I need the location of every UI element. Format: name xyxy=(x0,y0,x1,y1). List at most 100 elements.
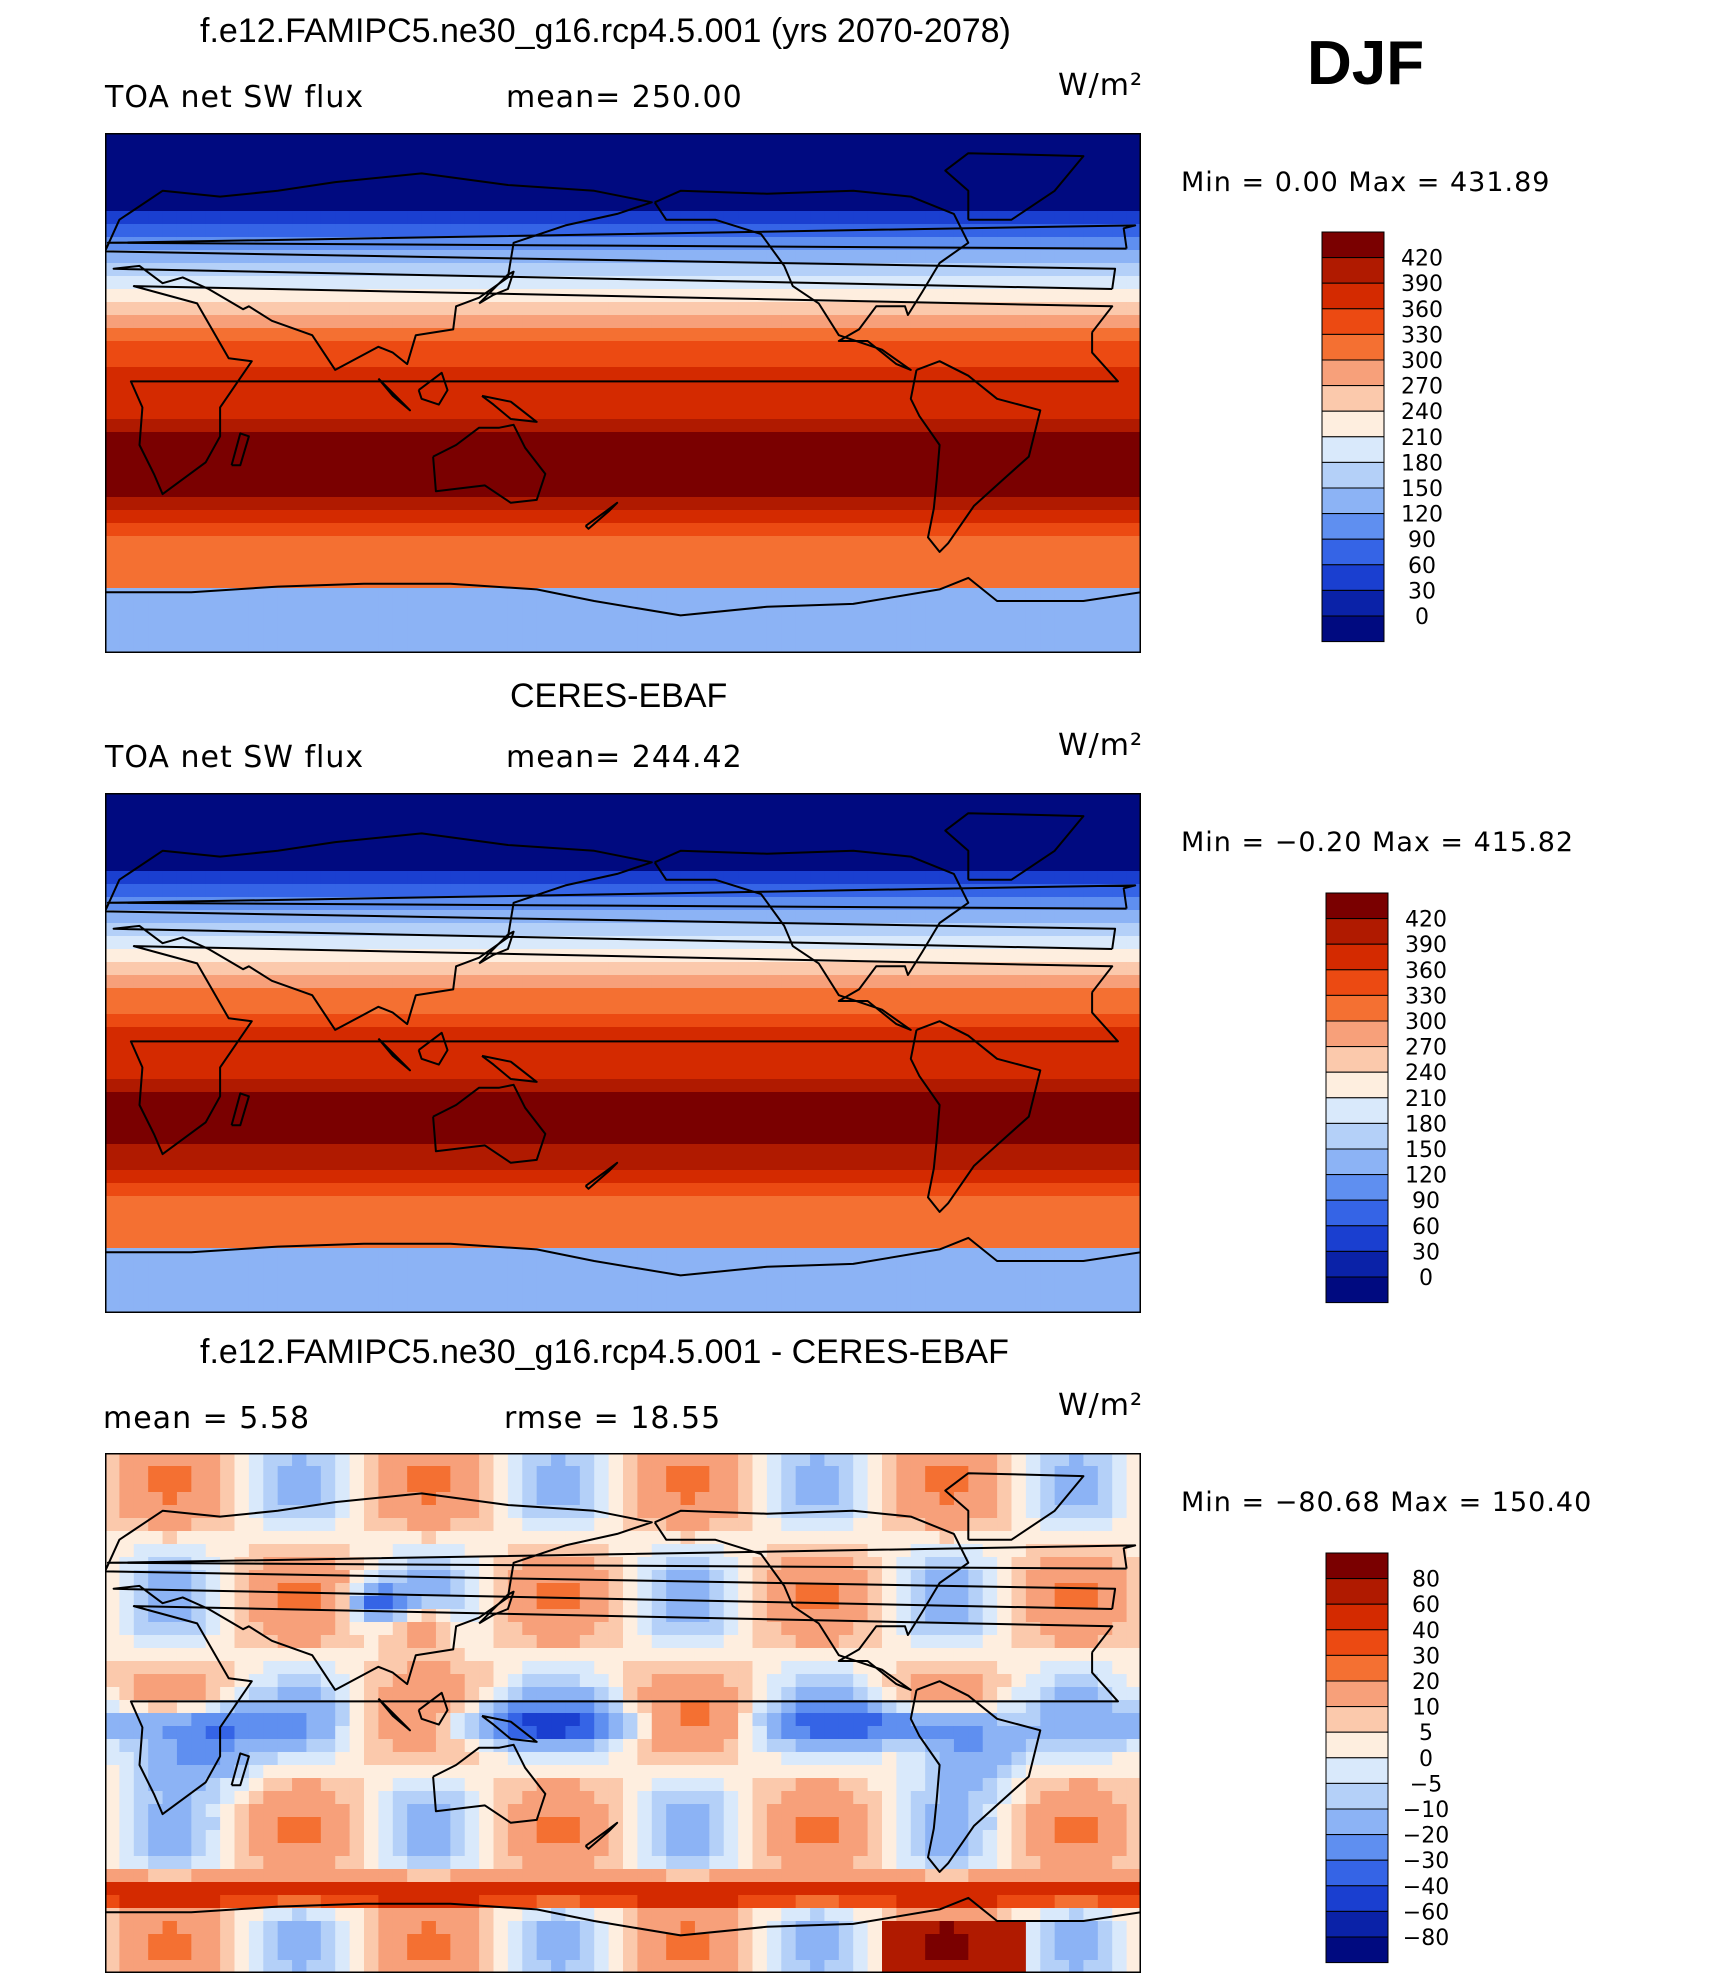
field-cell xyxy=(234,1118,250,1132)
field-cell xyxy=(1126,484,1141,498)
field-cell xyxy=(1054,806,1070,820)
field-cell xyxy=(493,146,509,160)
field-cell xyxy=(378,871,394,885)
field-cell xyxy=(1011,806,1027,820)
field-cell xyxy=(1025,845,1041,859)
field-cell xyxy=(263,172,279,186)
field-cell xyxy=(838,1105,854,1119)
field-cell xyxy=(536,393,552,407)
field-cell xyxy=(867,159,883,173)
field-cell xyxy=(882,133,897,147)
field-cell xyxy=(838,159,854,173)
field-cell xyxy=(709,458,725,472)
field-cell xyxy=(435,354,451,368)
field-cell xyxy=(637,884,653,898)
field-cell xyxy=(752,146,768,160)
field-cell xyxy=(1112,510,1128,524)
field-cell xyxy=(536,263,552,277)
field-cell xyxy=(407,1014,423,1028)
field-cell xyxy=(220,793,236,807)
field-cell xyxy=(694,1131,710,1145)
field-cell xyxy=(191,432,207,446)
field-cell xyxy=(1040,510,1056,524)
field-cell xyxy=(522,250,538,264)
field-cell xyxy=(479,936,495,950)
field-cell xyxy=(493,1131,509,1145)
field-cell xyxy=(680,923,696,937)
field-cell xyxy=(968,871,984,885)
field-cell xyxy=(709,250,725,264)
field-cell xyxy=(1054,458,1070,472)
field-cell xyxy=(421,536,437,550)
field-cell xyxy=(838,510,854,524)
panel-1-coastlines xyxy=(105,152,1141,617)
field-cell xyxy=(407,562,423,576)
field-cell xyxy=(608,1131,624,1145)
field-cell xyxy=(392,523,408,537)
field-cell xyxy=(723,536,739,550)
field-cell xyxy=(608,510,624,524)
field-cell xyxy=(551,627,567,641)
field-cell xyxy=(1083,354,1099,368)
field-cell xyxy=(133,988,149,1002)
field-cell xyxy=(263,289,279,303)
field-cell xyxy=(335,172,351,186)
field-cell xyxy=(392,419,408,433)
colorbar-box xyxy=(1321,589,1385,617)
field-cell xyxy=(421,640,437,653)
field-cell xyxy=(594,1001,610,1015)
field-cell xyxy=(176,1157,192,1171)
field-cell xyxy=(205,832,221,846)
field-cell xyxy=(277,1105,293,1119)
field-cell xyxy=(435,471,451,485)
field-cell xyxy=(1025,315,1041,329)
field-cell xyxy=(507,858,523,872)
field-cell xyxy=(766,614,782,628)
field-cell xyxy=(522,432,538,446)
field-cell xyxy=(551,640,567,653)
field-cell xyxy=(119,458,135,472)
field-cell xyxy=(1054,523,1070,537)
field-cell xyxy=(781,484,797,498)
field-cell xyxy=(651,975,667,989)
field-cell xyxy=(608,1079,624,1093)
field-cell xyxy=(421,380,437,394)
field-cell xyxy=(565,354,581,368)
field-cell xyxy=(1126,341,1141,355)
field-cell xyxy=(1011,549,1027,563)
field-cell xyxy=(407,471,423,485)
field-cell xyxy=(997,1079,1013,1093)
field-cell xyxy=(392,936,408,950)
field-cell xyxy=(162,1105,178,1119)
field-cell xyxy=(162,445,178,459)
field-cell xyxy=(666,367,682,381)
field-cell xyxy=(364,445,379,459)
field-cell xyxy=(105,406,120,420)
field-cell xyxy=(910,897,926,911)
field-cell xyxy=(306,484,322,498)
field-cell xyxy=(1069,549,1085,563)
field-cell xyxy=(795,975,811,989)
field-cell xyxy=(205,640,221,653)
field-cell xyxy=(234,250,250,264)
field-cell xyxy=(666,1027,682,1041)
field-cell xyxy=(766,549,782,563)
field-cell xyxy=(968,198,984,212)
field-cell xyxy=(968,393,984,407)
field-cell xyxy=(896,1105,912,1119)
field-cell xyxy=(953,923,969,937)
field-cell xyxy=(1112,302,1128,316)
field-cell xyxy=(939,549,955,563)
field-cell xyxy=(824,1131,840,1145)
field-cell xyxy=(709,406,725,420)
field-cell xyxy=(205,198,221,212)
field-cell xyxy=(493,897,509,911)
field-cell xyxy=(191,549,207,563)
field-cell xyxy=(579,393,595,407)
field-cell xyxy=(709,640,725,653)
field-cell xyxy=(234,1079,250,1093)
field-cell xyxy=(968,471,984,485)
field-cell xyxy=(781,133,797,147)
field-cell xyxy=(421,523,437,537)
field-cell xyxy=(1025,133,1041,147)
